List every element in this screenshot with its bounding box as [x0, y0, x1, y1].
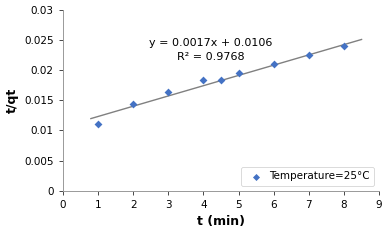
Temperature=25°C	[270, 62, 277, 66]
Temperature=25°C	[306, 53, 312, 57]
Temperature=25°C	[218, 78, 224, 82]
Legend: Temperature=25°C: Temperature=25°C	[241, 167, 374, 186]
Text: y = 0.0017x + 0.0106: y = 0.0017x + 0.0106	[149, 38, 272, 48]
Y-axis label: t/qt: t/qt	[5, 88, 19, 113]
Temperature=25°C	[95, 123, 101, 126]
Temperature=25°C	[165, 91, 171, 94]
Temperature=25°C	[130, 102, 136, 106]
Temperature=25°C	[200, 78, 206, 82]
Temperature=25°C	[236, 71, 242, 75]
X-axis label: t (min): t (min)	[197, 216, 245, 228]
Text: R² = 0.9768: R² = 0.9768	[177, 52, 244, 62]
Temperature=25°C	[341, 44, 347, 48]
